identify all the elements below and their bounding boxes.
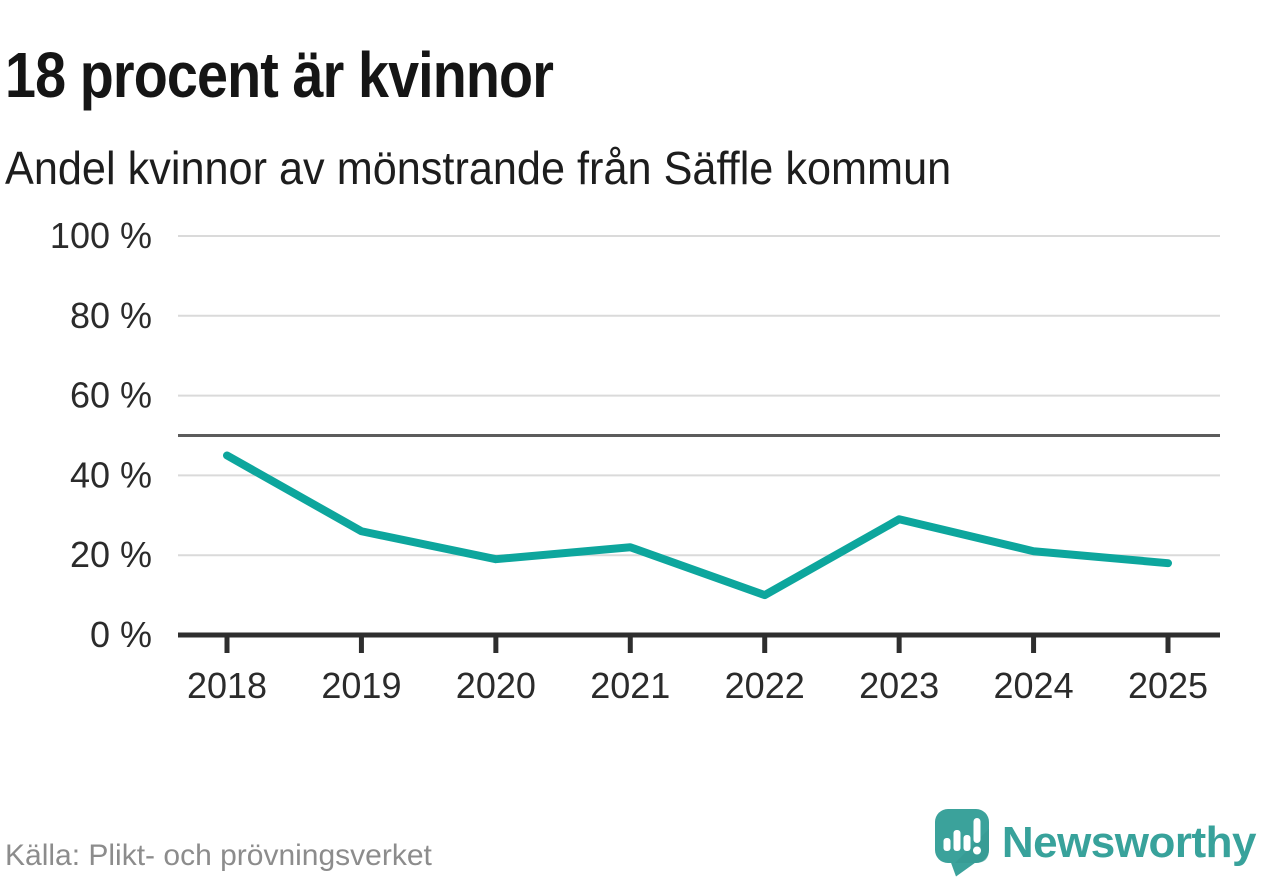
- x-axis-tick-label: 2018: [187, 665, 267, 706]
- chart-subtitle: Andel kvinnor av mönstrande från Säffle …: [5, 142, 952, 194]
- chart-title: 18 procent är kvinnor: [5, 38, 554, 111]
- source-caption: Källa: Plikt- och prövningsverket: [5, 839, 432, 872]
- x-axis-tick-label: 2022: [725, 665, 805, 706]
- newsworthy-logo: Newsworthy: [934, 809, 1257, 877]
- x-axis-tick-label: 2025: [1128, 665, 1208, 706]
- y-axis-tick-label: 80 %: [70, 295, 152, 336]
- newsworthy-speech-bubble-bar-chart-icon: [934, 809, 989, 877]
- x-axis-tick-label: 2024: [994, 665, 1074, 706]
- x-axis-tick-label: 2019: [321, 665, 401, 706]
- y-axis-tick-label: 40 %: [70, 454, 152, 495]
- y-axis-tick-label: 0 %: [90, 614, 152, 655]
- line-chart: 0 % 20 % 40 % 60 % 80 % 100 % 2018 2019 2020 2021…: [50, 215, 1220, 706]
- y-axis-tick-label: 60 %: [70, 375, 152, 416]
- data-line-series: [223, 451, 1172, 600]
- x-axis-tick-label: 2020: [456, 665, 536, 706]
- y-axis-tick-label: 20 %: [70, 534, 152, 575]
- x-axis-tick-label: 2021: [590, 665, 670, 706]
- x-axis-tick-label: 2023: [859, 665, 939, 706]
- newsworthy-wordmark: Newsworthy: [1001, 818, 1257, 867]
- y-axis-tick-label: 100 %: [50, 215, 152, 256]
